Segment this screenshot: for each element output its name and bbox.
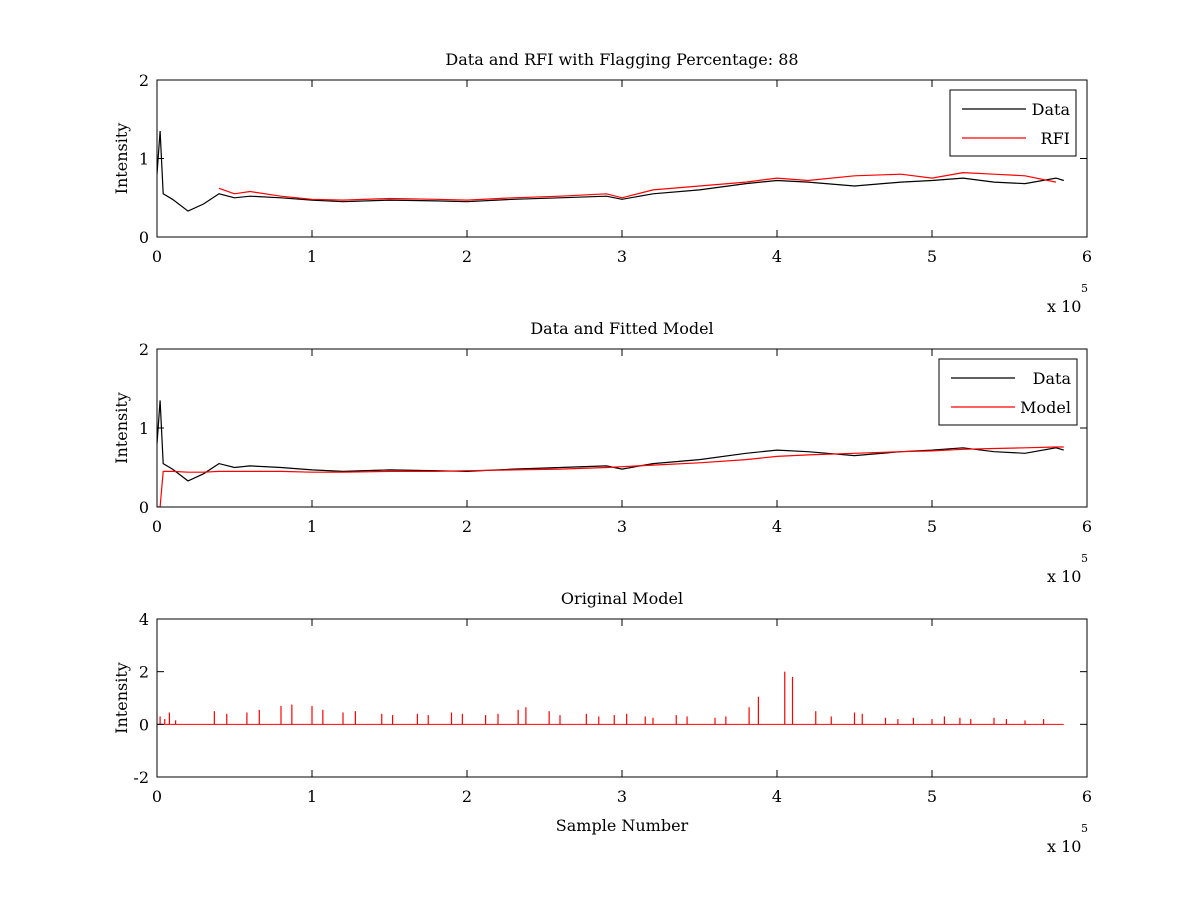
x-tick-label: 3 [617, 787, 627, 806]
x-tick-label: 3 [617, 517, 627, 536]
x-exponent-power: 5 [1081, 552, 1088, 565]
y-tick-label: 1 [139, 150, 149, 169]
x-tick-label: 0 [152, 517, 162, 536]
x-tick-label: 4 [772, 787, 782, 806]
x-tick-label: 6 [1082, 517, 1092, 536]
x-exponent-base: x 10 [1047, 837, 1081, 856]
y-axis-label: Intensity [112, 662, 131, 734]
x-tick-label: 2 [462, 247, 472, 266]
x-tick-label: 3 [617, 247, 627, 266]
x-tick-label: 4 [772, 247, 782, 266]
legend-box [938, 358, 1078, 426]
y-tick-label: -2 [133, 768, 149, 787]
y-tick-label: 1 [139, 419, 149, 438]
x-tick-label: 5 [927, 787, 937, 806]
chart-title: Data and RFI with Flagging Percentage: 8… [445, 50, 798, 69]
y-tick-label: 2 [139, 663, 149, 682]
y-tick-label: 0 [139, 498, 149, 517]
x-tick-label: 5 [927, 517, 937, 536]
plot-area [156, 618, 1088, 778]
chart-title: Data and Fitted Model [530, 319, 713, 338]
legend-label-data: Data [1033, 369, 1072, 388]
legend: Data RFI [949, 89, 1077, 157]
y-tick-label: 0 [139, 715, 149, 734]
x-exponent-power: 5 [1081, 822, 1088, 835]
y-axis-label: Intensity [112, 123, 131, 195]
legend-label-rfi: RFI [1041, 129, 1070, 148]
series-line-data [157, 130, 1064, 212]
legend-box [949, 89, 1077, 157]
data-layer [157, 400, 1064, 507]
data-layer [157, 130, 1064, 212]
x-exponent-power: 5 [1081, 282, 1088, 295]
x-exponent-base: x 10 [1047, 297, 1081, 316]
x-tick-label: 6 [1082, 247, 1092, 266]
legend-label-model: Model [1020, 398, 1071, 417]
x-tick-label: 6 [1082, 787, 1092, 806]
x-tick-label: 1 [307, 787, 317, 806]
y-tick-label: 4 [139, 610, 149, 629]
chart-title: Original Model [561, 589, 683, 608]
legend-label-data: Data [1032, 100, 1071, 119]
x-tick-label: 1 [307, 247, 317, 266]
x-axis-label: Sample Number [556, 816, 689, 835]
series-line-model [157, 446, 1064, 507]
x-tick-label: 5 [927, 247, 937, 266]
plot-area [156, 79, 1088, 238]
x-tick-label: 2 [462, 517, 472, 536]
y-tick-label: 2 [139, 71, 149, 90]
y-tick-label: 0 [139, 228, 149, 247]
x-tick-label: 0 [152, 247, 162, 266]
y-tick-label: 2 [139, 340, 149, 359]
y-axis-label: Intensity [112, 392, 131, 464]
plot-area [156, 348, 1088, 508]
x-tick-label: 1 [307, 517, 317, 536]
x-tick-label: 2 [462, 787, 472, 806]
x-tick-label: 4 [772, 517, 782, 536]
legend: Data Model [938, 358, 1078, 426]
x-exponent-base: x 10 [1047, 567, 1081, 586]
x-tick-label: 0 [152, 787, 162, 806]
data-layer [157, 671, 1064, 725]
series-line-rfi [218, 171, 1057, 201]
